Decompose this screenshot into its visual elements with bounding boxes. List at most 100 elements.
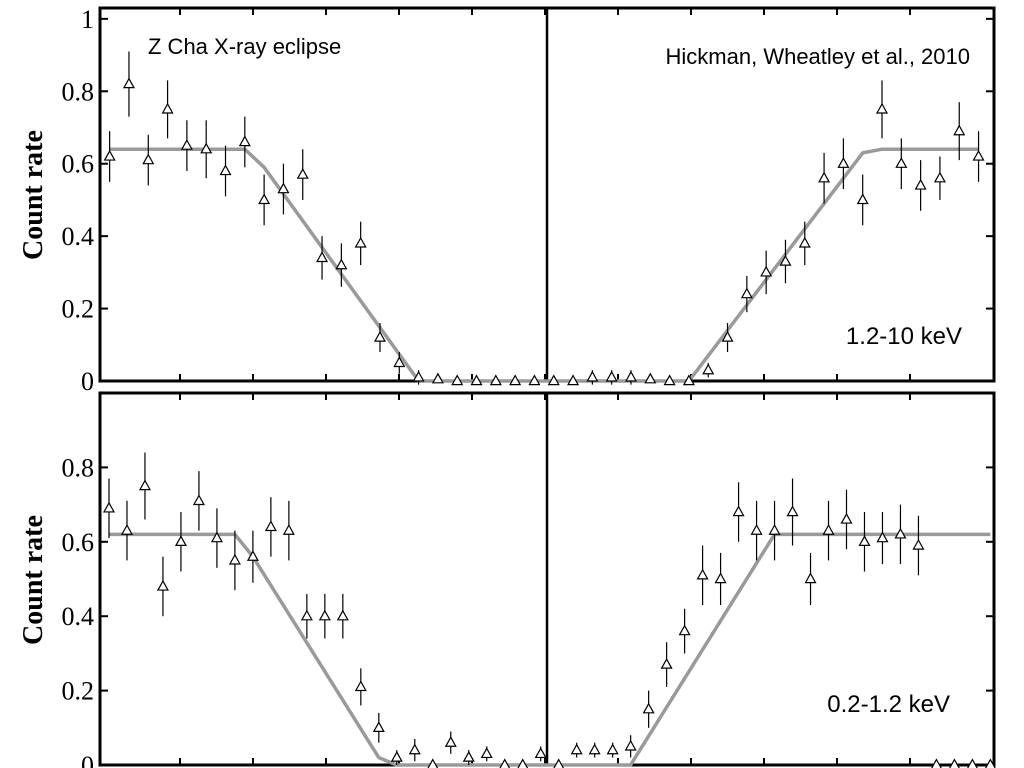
data-point: [142, 153, 155, 165]
y-tick-label: 0.2: [62, 295, 95, 324]
data-point: [480, 747, 493, 759]
data-point: [470, 374, 483, 386]
data-point: [912, 538, 925, 550]
credit-annotation: Hickman, Wheatley et al., 2010: [666, 44, 970, 69]
panel-bottom: 0 0.2 0.4 0.6 0.8 Count rate 0.2-1.2 keV: [18, 391, 996, 768]
energy-band-label: 0.2-1.2 keV: [827, 691, 950, 718]
data-point: [967, 758, 978, 768]
data-point: [822, 524, 835, 535]
data-point: [972, 149, 985, 161]
data-point: [300, 609, 313, 621]
data-point: [714, 572, 727, 584]
data-point: [985, 758, 996, 768]
data-point: [120, 524, 134, 535]
chart-title: Z Cha X-ray eclipse: [148, 34, 341, 59]
data-point: [953, 124, 966, 136]
data-point: [949, 758, 960, 768]
data-point: [786, 505, 799, 517]
data-point: [174, 535, 187, 547]
y-tick-label: 0: [81, 367, 94, 396]
data-point: [444, 736, 457, 747]
data-point: [875, 102, 889, 114]
data-point: [682, 374, 695, 386]
data-point: [856, 193, 869, 205]
data-point: [238, 135, 251, 147]
data-point: [779, 254, 792, 266]
data-point: [161, 102, 174, 114]
data-point: [156, 579, 169, 591]
data-point: [768, 524, 781, 535]
data-point: [296, 167, 309, 179]
data-point: [663, 374, 676, 386]
y-tick-label: 0.6: [62, 150, 95, 179]
data-point: [102, 501, 116, 513]
data-point: [553, 758, 565, 768]
data-point: [462, 750, 475, 762]
energy-band-label: 1.2-10 keV: [846, 323, 962, 350]
y-axis-label: Count rate: [18, 130, 49, 260]
data-point: [412, 370, 425, 382]
data-point: [721, 330, 734, 342]
data-point: [528, 374, 541, 386]
data-point: [547, 374, 560, 386]
data-point: [750, 524, 763, 535]
model-curve: [109, 147, 979, 383]
data-point: [933, 171, 946, 183]
data-point: [336, 609, 349, 621]
data-point: [431, 372, 444, 384]
data-point: [427, 758, 439, 768]
data-point: [914, 178, 927, 190]
data-point: [408, 743, 421, 755]
data-point: [228, 553, 241, 565]
data-point: [393, 356, 406, 368]
data-point: [264, 520, 277, 532]
data-point: [702, 363, 715, 375]
data-point: [390, 750, 403, 762]
y-tick-label: 0: [81, 751, 94, 768]
data-point: [509, 374, 522, 386]
data-point: [180, 138, 193, 150]
data-point: [451, 374, 464, 386]
data-point: [372, 721, 385, 733]
y-tick-label: 0.6: [62, 528, 95, 557]
data-point: [499, 758, 511, 768]
data-point: [818, 171, 831, 183]
data-point: [354, 236, 367, 248]
data-point: [732, 505, 745, 517]
y-tick-label: 0.2: [62, 677, 95, 706]
data-point: [138, 479, 151, 491]
data-point: [740, 287, 753, 299]
data-point: [192, 494, 205, 506]
data-point: [517, 758, 529, 768]
y-tick-label: 0.4: [62, 222, 95, 251]
data-point: [586, 370, 599, 382]
y-tick-label: 0.4: [62, 602, 95, 631]
data-point: [678, 624, 691, 636]
data-point: [624, 739, 637, 751]
y-axis-label: Count rate: [18, 515, 49, 645]
data-point: [837, 157, 850, 168]
data-point: [895, 157, 908, 168]
data-point: [570, 743, 583, 755]
data-point: [858, 535, 871, 547]
data-point: [282, 524, 295, 535]
data-point: [894, 527, 907, 539]
data-point: [246, 550, 259, 561]
data-point: [696, 568, 709, 580]
data-point: [277, 182, 290, 194]
data-point: [316, 251, 329, 263]
data-point: [219, 164, 232, 176]
data-point: [660, 657, 673, 669]
data-point: [354, 680, 367, 692]
data-point: [931, 758, 942, 768]
panel-top: 0 0.2 0.4 0.6 0.8 1 Count rate Z Cha X-ray ecli…: [18, 5, 996, 396]
data-point: [642, 702, 655, 714]
data-point: [335, 258, 348, 270]
data-point: [876, 531, 889, 543]
y-tick-label: 0.8: [62, 453, 95, 482]
data-point: [103, 149, 116, 161]
data-point: [798, 236, 811, 248]
data-point: [489, 374, 502, 386]
data-point: [588, 743, 601, 755]
